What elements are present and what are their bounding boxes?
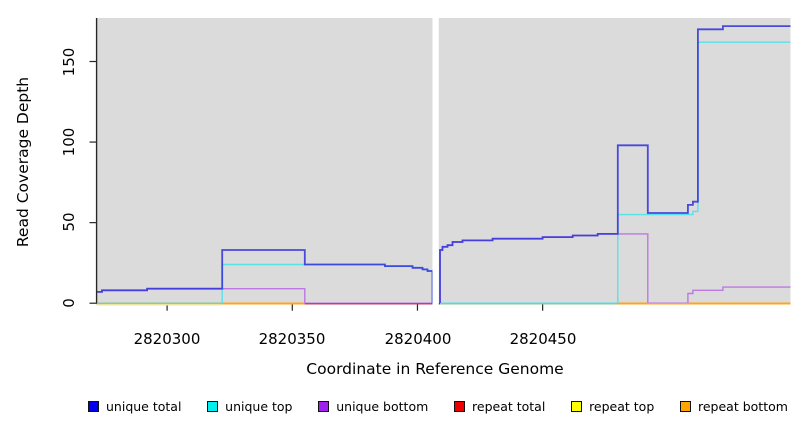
x-tick-label-2820450: 2820450 <box>509 330 577 348</box>
x-tick-label-2820300: 2820300 <box>133 330 201 348</box>
repeat-bottom-swatch-icon <box>680 401 691 412</box>
unique-bottom-swatch-icon <box>318 401 330 412</box>
legend-label: unique total <box>106 399 182 414</box>
repeat-total-swatch-icon <box>454 401 466 412</box>
legend-item-unique-total: unique total <box>88 399 181 414</box>
unique-top-swatch-icon <box>207 401 219 412</box>
legend-item-repeat-total: repeat total <box>454 399 545 414</box>
legend-label: repeat bottom <box>698 399 788 414</box>
legend-item-repeat-top: repeat top <box>571 399 654 414</box>
repeat-top-swatch-icon <box>571 401 583 412</box>
legend-label: unique bottom <box>336 399 429 414</box>
x-tick-label-2820400: 2820400 <box>384 330 452 348</box>
legend: unique total unique top unique bottom re… <box>88 399 788 414</box>
unique-total-swatch-icon <box>88 401 99 412</box>
y-axis-title: Read Coverage Depth <box>14 76 32 248</box>
legend-item-unique-top: unique top <box>207 399 292 414</box>
x-axis-title: Coordinate in Reference Genome <box>306 360 564 378</box>
legend-item-repeat-bottom: repeat bottom <box>680 399 788 414</box>
legend-label: unique top <box>225 399 293 414</box>
legend-label: repeat total <box>472 399 546 414</box>
legend-label: repeat top <box>589 399 655 414</box>
x-tick-label-2820350: 2820350 <box>258 330 326 348</box>
legend-item-unique-bottom: unique bottom <box>318 399 428 414</box>
